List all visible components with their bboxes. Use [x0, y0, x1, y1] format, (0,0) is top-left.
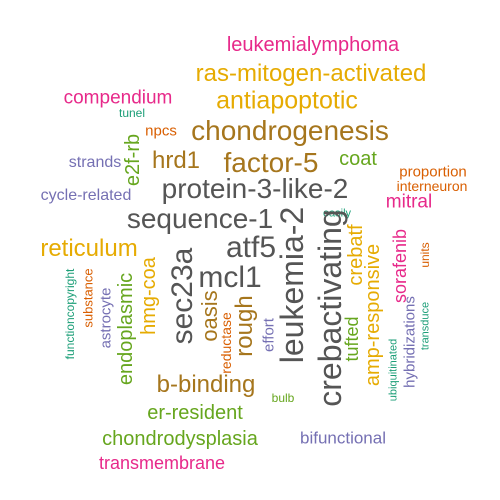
word: coat	[339, 148, 377, 170]
word: hybridizations	[401, 296, 419, 388]
word: reticulum	[40, 235, 138, 262]
word: transduce	[419, 301, 432, 351]
word: mcl1	[198, 261, 262, 294]
word: ubiquitinated	[387, 338, 400, 402]
word: amp-responsive	[362, 243, 384, 387]
word: npcs	[145, 122, 177, 140]
word: sorafenib	[390, 228, 410, 304]
word: cycle-related	[40, 187, 132, 204]
word: functioncopyright	[63, 268, 77, 360]
word: tufted	[342, 316, 362, 362]
word: er-resident	[147, 402, 243, 424]
word: strands	[68, 154, 122, 171]
word: astrocyte	[97, 287, 115, 349]
word: crebactivating	[312, 209, 348, 407]
word: factor-5	[223, 147, 319, 178]
word: tunel	[118, 106, 146, 120]
word: sequence-1	[126, 203, 274, 234]
word: endoplasmic	[115, 272, 137, 386]
word: effort	[260, 318, 278, 352]
word: units	[418, 242, 432, 268]
word: proportion	[399, 163, 467, 181]
word: compendium	[63, 87, 173, 109]
word: easily	[322, 207, 352, 220]
word: hmg-coa	[138, 257, 160, 335]
word: antiapoptotic	[216, 86, 358, 115]
word: bulb	[271, 391, 295, 405]
word: interneuron	[396, 178, 468, 194]
word: b-binding	[156, 371, 256, 398]
word: ras-mitogen-activated	[195, 60, 427, 87]
word: chondrogenesis	[191, 115, 389, 146]
word: leukemia-2	[274, 206, 310, 364]
word: e2f-rb	[122, 133, 144, 187]
word: sec23a	[166, 247, 199, 345]
word: reductase	[218, 312, 234, 374]
word: hrd1	[151, 147, 201, 174]
word: rough	[231, 295, 258, 357]
word: atf5	[225, 231, 277, 264]
word: chondrodysplasia	[102, 428, 258, 450]
word: protein-3-like-2	[161, 173, 349, 204]
word: transmembrane	[98, 453, 226, 473]
word: substance	[80, 268, 96, 328]
word: mitral	[385, 191, 433, 213]
word: bifunctional	[299, 428, 387, 448]
word: leukemialymphoma	[226, 34, 400, 56]
